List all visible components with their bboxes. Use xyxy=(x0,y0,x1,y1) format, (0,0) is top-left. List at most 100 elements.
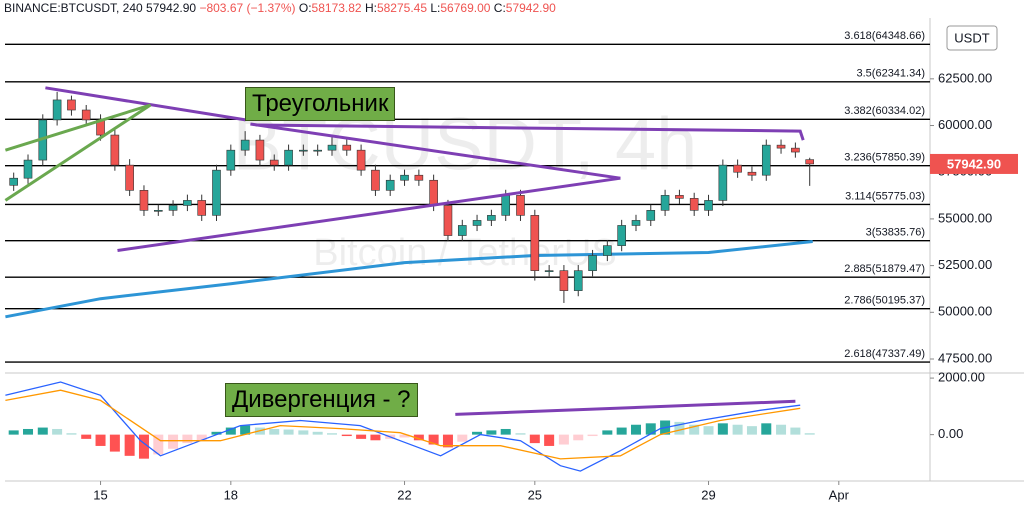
candle-body xyxy=(530,215,540,271)
trend-line xyxy=(255,123,805,141)
histogram-bar xyxy=(182,434,193,444)
candle-body xyxy=(255,139,265,161)
candle-body xyxy=(371,169,380,191)
histogram-bar xyxy=(587,434,598,437)
ohlc-value: 56769.00 xyxy=(440,1,491,15)
candle-body xyxy=(516,195,525,216)
candle-body xyxy=(342,144,352,151)
candle-body xyxy=(240,139,250,151)
histogram-bar xyxy=(529,434,540,444)
candle-body xyxy=(501,195,511,216)
y-tick-label: 2000.00 xyxy=(938,370,985,385)
unit-label: USDT xyxy=(954,30,989,45)
histogram-bar xyxy=(790,427,801,435)
candle-body xyxy=(472,220,482,226)
histogram-bar xyxy=(356,434,367,439)
x-tick-label: 29 xyxy=(701,487,715,502)
histogram-bar xyxy=(124,434,135,456)
histogram-bar xyxy=(23,428,34,435)
histogram-bar xyxy=(52,428,63,435)
fib-label: 3.618(64348.66) xyxy=(844,30,925,42)
candle-body xyxy=(23,159,33,179)
histogram-bar xyxy=(472,431,483,435)
candle-body xyxy=(631,220,641,226)
histogram-bar xyxy=(804,433,815,435)
candle-body xyxy=(400,174,409,181)
fib-label: 2.885(51879.47) xyxy=(844,263,925,275)
trend-line xyxy=(45,86,246,122)
x-tick-label: 15 xyxy=(93,487,107,502)
histogram-bar xyxy=(153,434,164,455)
histogram-bar xyxy=(413,434,424,441)
histogram-bar xyxy=(298,430,309,435)
indicator-line xyxy=(5,381,801,472)
histogram-bar xyxy=(312,431,323,435)
histogram-bar xyxy=(442,434,453,448)
histogram-bar xyxy=(81,434,92,439)
annotation: Дивергенция - ? xyxy=(225,383,418,417)
candle-body xyxy=(197,200,207,216)
y-tick-label: 50000.00 xyxy=(938,304,992,319)
candle-body xyxy=(385,179,395,191)
histogram-bar xyxy=(428,434,439,445)
histogram-bar xyxy=(616,427,627,435)
candle-body xyxy=(487,215,496,221)
y-tick-label: 60000.00 xyxy=(938,117,992,132)
trend-line xyxy=(455,399,796,416)
candle-body xyxy=(81,109,91,121)
fib-label: 2.786(50195.37) xyxy=(844,295,925,307)
annotation: Треугольник xyxy=(245,87,396,121)
candle-body xyxy=(791,147,800,153)
candle-body xyxy=(429,179,438,206)
histogram-bar xyxy=(269,428,280,435)
ohlc-label: H: xyxy=(364,1,377,15)
indicator-line xyxy=(5,389,801,460)
candle-body xyxy=(52,99,62,121)
candle-body xyxy=(9,177,18,186)
candle-body xyxy=(226,149,236,171)
candle-body xyxy=(414,174,424,181)
x-tick-label: 18 xyxy=(224,487,238,502)
price-tag xyxy=(930,153,1018,174)
candle-body xyxy=(733,164,742,173)
candle-body xyxy=(559,270,569,291)
histogram-bar xyxy=(327,433,338,435)
candle-body xyxy=(269,159,279,166)
histogram-bar xyxy=(515,433,526,435)
fib-label: 2.618(47337.49) xyxy=(844,348,925,360)
histogram-bar xyxy=(674,421,685,435)
histogram-bar xyxy=(8,430,19,435)
y-tick-label: 0.00 xyxy=(938,426,963,441)
fib-label: 3.5(62341.34) xyxy=(857,68,926,80)
candle-body xyxy=(747,171,757,176)
candle-body xyxy=(588,255,597,271)
ohlc-label: C: xyxy=(493,1,506,15)
candle-body xyxy=(168,205,178,211)
candle-body xyxy=(573,270,583,291)
histogram-bar xyxy=(66,433,77,435)
candle-body xyxy=(67,99,76,111)
fib-label: 3.236(57850.39) xyxy=(844,152,925,164)
histogram-bar xyxy=(558,434,569,445)
histogram-bar xyxy=(486,430,497,435)
histogram-bar xyxy=(457,434,468,442)
histogram-bar xyxy=(689,424,700,435)
histogram-bar xyxy=(703,426,714,435)
candle-body xyxy=(776,144,786,149)
price-tag-label: 57942.90 xyxy=(947,156,1001,171)
price: 57942.90 xyxy=(146,1,197,15)
histogram-bar xyxy=(776,424,787,435)
trend-line xyxy=(117,176,621,252)
candle-body xyxy=(110,134,120,166)
x-tick-label: 22 xyxy=(397,487,411,502)
header: BINANCE:BTCUSDT, 240 57942.90 −803.67 (−… xyxy=(4,1,556,15)
unit-box xyxy=(946,25,998,51)
moving-average xyxy=(5,240,813,319)
histogram-bar xyxy=(168,434,179,449)
x-tick-label: Apr xyxy=(829,487,850,502)
histogram-bar xyxy=(283,429,294,435)
histogram-bar xyxy=(746,426,757,435)
histogram-bar xyxy=(717,423,728,435)
candle-body xyxy=(212,169,221,216)
histogram-bar xyxy=(500,428,511,435)
